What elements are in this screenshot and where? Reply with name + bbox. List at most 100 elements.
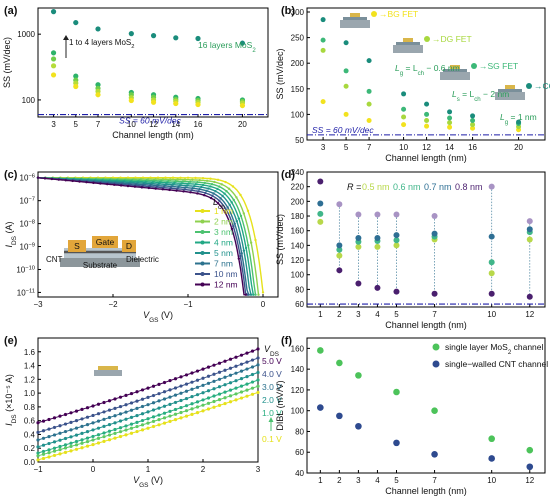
legend-marker [200, 230, 205, 234]
data-point [169, 178, 172, 181]
legend-label: →SG FET [479, 61, 518, 71]
text-span: −10 [25, 265, 35, 271]
data-point [216, 201, 220, 205]
y-tick-label: 220 [291, 183, 305, 192]
data-point [190, 189, 193, 192]
data-point [488, 435, 495, 443]
text-span: −6 [28, 174, 35, 180]
x-tick-label: 0 [91, 465, 96, 474]
data-point [95, 82, 101, 88]
y-tick-label: 140 [291, 241, 305, 250]
legend-label: 5 nm [214, 248, 233, 258]
data-point [424, 123, 430, 129]
data-point [218, 185, 221, 188]
data-point [249, 293, 253, 296]
device-label: D [126, 241, 132, 251]
legend-label: 0.8 nm [455, 182, 483, 192]
y-tick-label: 1.4 [24, 362, 36, 371]
y-tick-label: 180 [291, 212, 305, 221]
legend-title: Lch [213, 197, 225, 211]
data-point [393, 388, 400, 396]
y-tick-label: 100 [291, 271, 305, 280]
data-point [154, 178, 157, 181]
data-point [317, 200, 324, 207]
data-point [447, 124, 453, 130]
data-point [320, 37, 326, 43]
data-point [320, 17, 326, 23]
legend-marker [371, 11, 377, 17]
data-point [401, 106, 407, 112]
data-point [239, 102, 246, 109]
data-point [431, 407, 438, 414]
y-axis-label: SS (mV/dec) [275, 214, 285, 265]
x-tick-label: 4 [375, 476, 380, 485]
data-point [189, 191, 192, 194]
x-tick-label: 3 [356, 476, 361, 485]
data-point [183, 188, 186, 191]
data-point [147, 186, 150, 190]
data-point [216, 187, 219, 191]
legend-marker [200, 219, 205, 224]
reference-line-label: SS = 60 mV/dec [312, 125, 374, 135]
text-span: 10 [20, 174, 29, 183]
device-icon [505, 85, 515, 89]
y-tick-label: 1.6 [24, 348, 36, 357]
data-point [210, 183, 214, 186]
device-icon [340, 20, 370, 28]
data-point [201, 183, 205, 187]
data-point [204, 191, 207, 195]
y-tick-label: 100 [291, 407, 305, 416]
y-tick-label: 50 [295, 136, 304, 145]
data-point [197, 190, 200, 193]
y-tick-label: 200 [291, 59, 305, 68]
x-tick-label: 7 [432, 310, 437, 319]
y-tick-label: 140 [291, 365, 305, 374]
data-point [196, 181, 199, 184]
legend-label: 0.1 V [262, 434, 282, 444]
data-point [424, 118, 430, 124]
data-point [374, 284, 381, 291]
data-point [240, 252, 243, 255]
data-point [128, 97, 134, 104]
data-point [401, 91, 407, 97]
data-point [470, 122, 476, 128]
data-point [366, 88, 372, 94]
panel-label: (c) [4, 169, 18, 181]
data-point [185, 184, 189, 187]
data-point [187, 182, 190, 185]
data-point [189, 180, 192, 183]
data-point [447, 120, 453, 126]
data-point [178, 183, 182, 187]
legend-label: 4.0 V [262, 369, 282, 379]
x-tick-label: 14 [445, 143, 454, 152]
data-point [336, 252, 343, 259]
data-point [431, 451, 438, 458]
device-label: Substrate [83, 261, 118, 270]
y-axis-label: SS (mV/dec) [2, 37, 12, 88]
data-point [36, 445, 40, 449]
data-point [343, 68, 349, 74]
legend-label: 0.6 nm [393, 182, 421, 192]
data-point [239, 193, 242, 197]
device-icon [350, 13, 360, 17]
data-point [106, 182, 109, 186]
x-tick-label: 10 [127, 120, 136, 129]
data-point [393, 439, 400, 447]
annotation-gate-length: Lg = Lch − 0.6 nm [395, 63, 460, 77]
text-span: 2 [508, 349, 512, 356]
legend-label: single−walled CNT channel [445, 359, 548, 369]
data-point [149, 176, 152, 179]
series-line [37, 379, 259, 454]
data-point [343, 111, 349, 117]
text-span: L [500, 112, 505, 122]
data-point [526, 218, 533, 225]
x-tick-label: 5 [344, 143, 349, 152]
text-span: ch [418, 70, 424, 77]
data-point [50, 63, 57, 69]
y-tick-label: 160 [291, 227, 305, 236]
x-tick-label: −2 [108, 300, 118, 309]
data-point [173, 35, 179, 41]
device-label: S [74, 241, 80, 251]
data-point [50, 56, 57, 62]
x-tick-label: 3 [356, 310, 361, 319]
